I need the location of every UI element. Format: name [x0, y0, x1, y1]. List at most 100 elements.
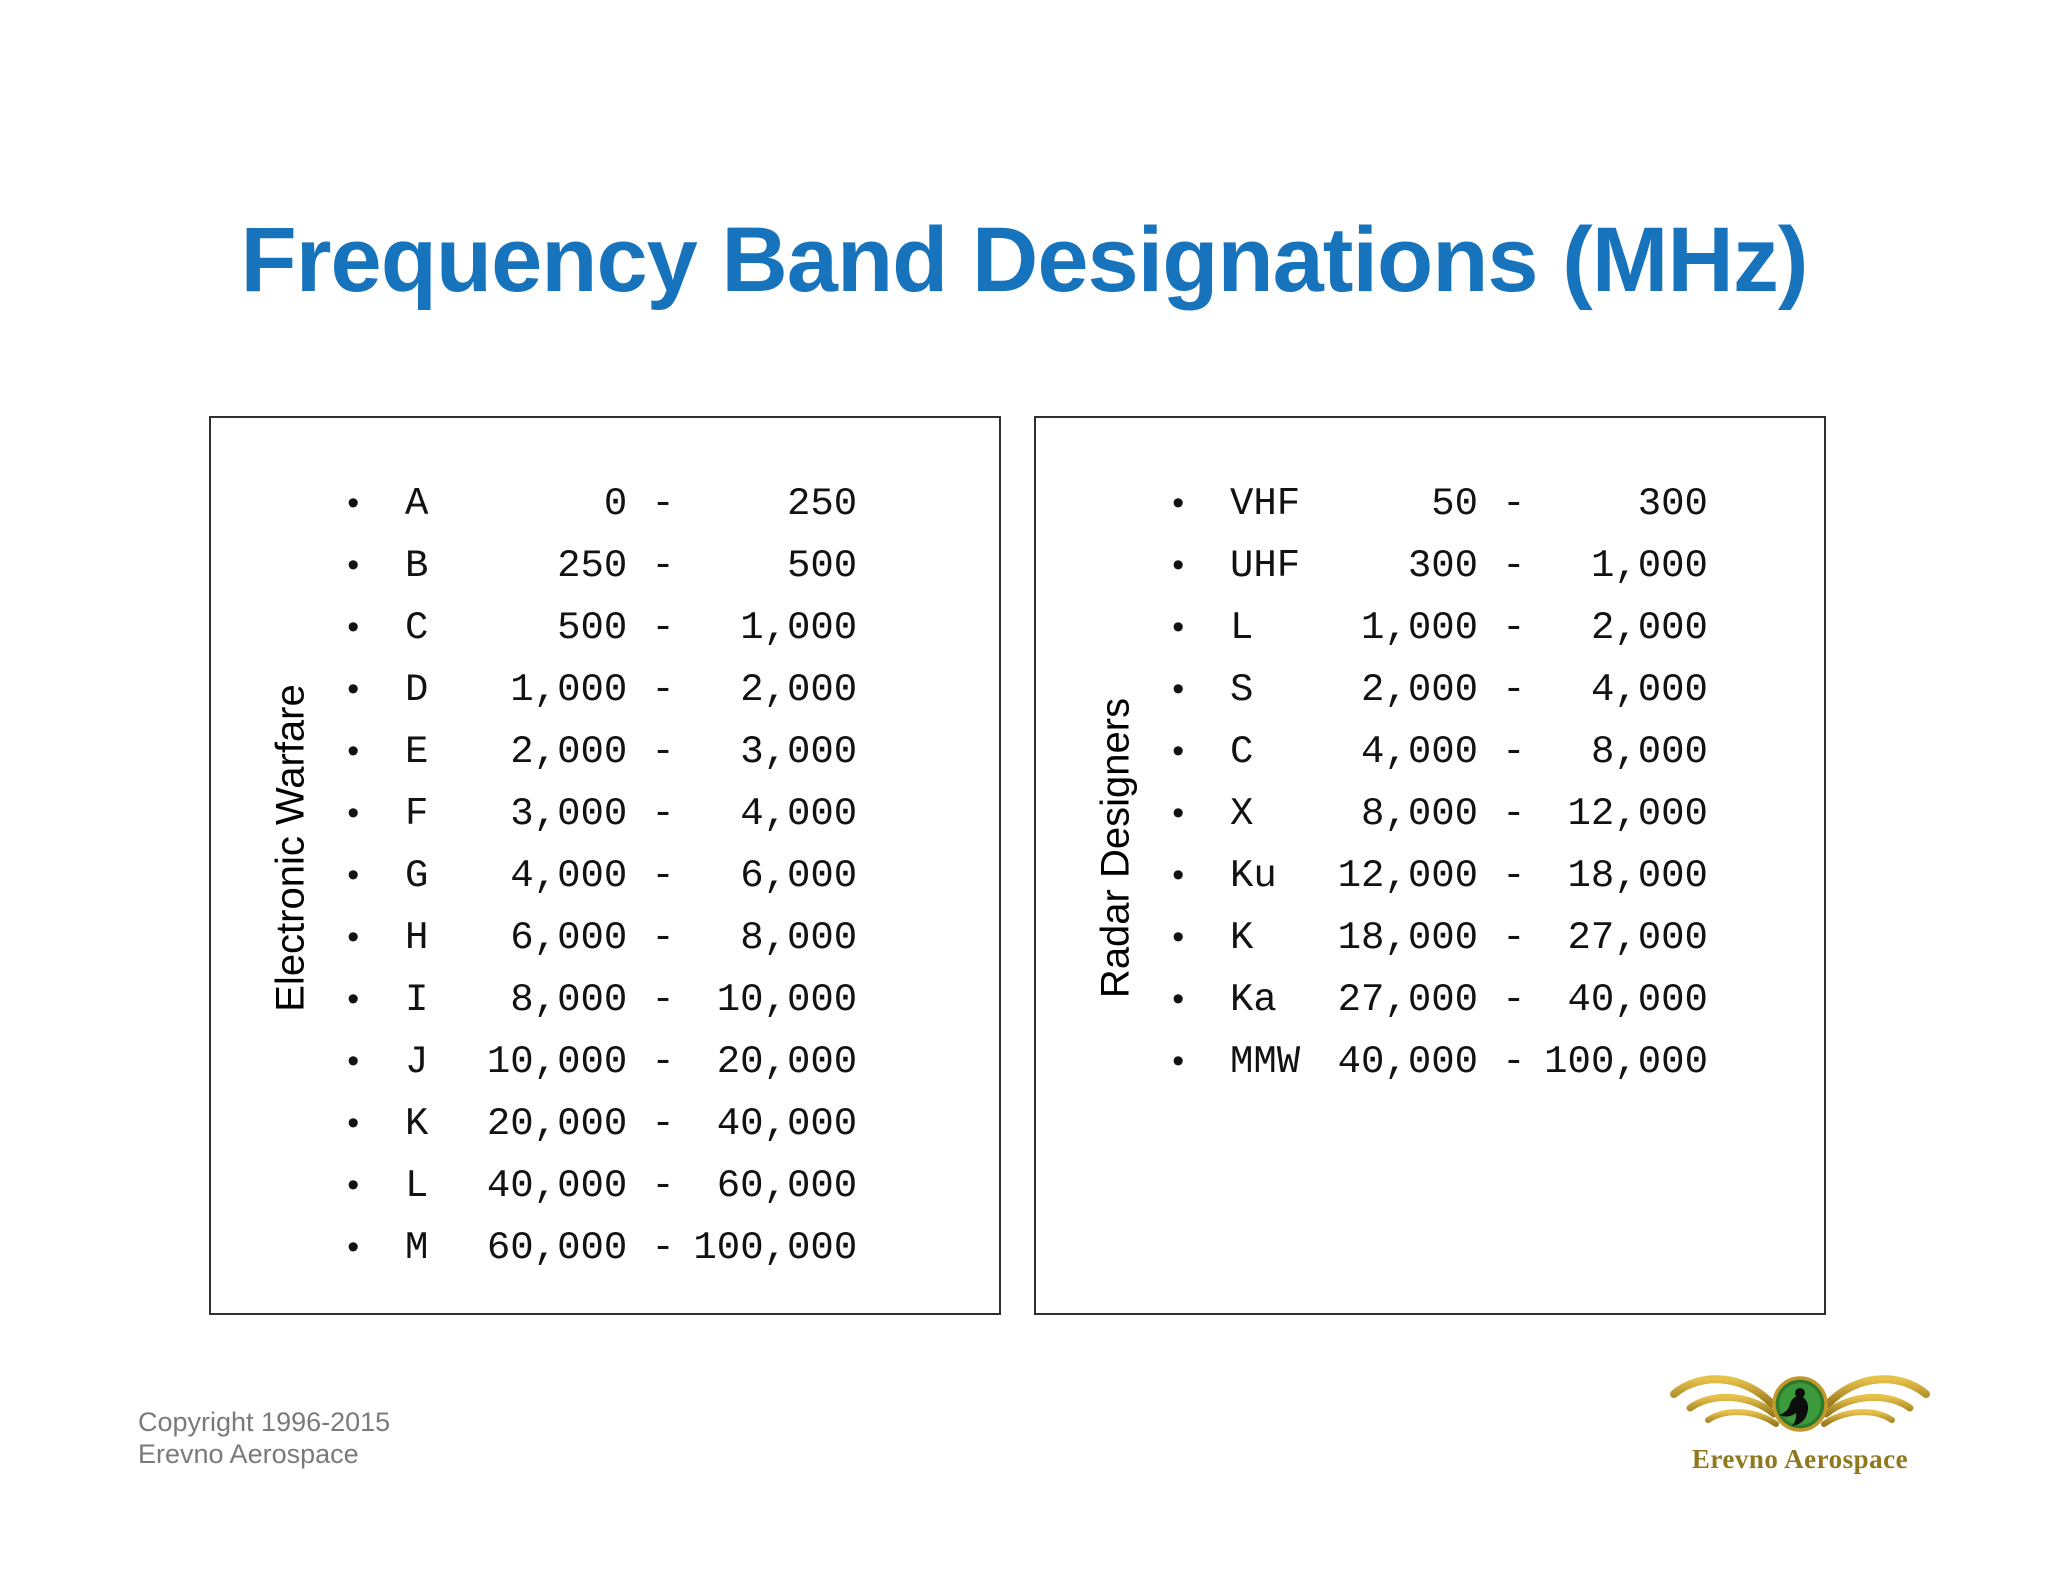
range-separator: -: [651, 978, 675, 1022]
range-separator: -: [651, 792, 675, 836]
radar-designers-label: Radar Designers: [1093, 697, 1138, 998]
band-row: • I 8,000-10,000: [343, 970, 999, 1032]
range-separator: -: [1502, 482, 1526, 526]
band-label: L: [405, 1164, 429, 1208]
range-separator: -: [651, 544, 675, 588]
band-label: E: [405, 730, 429, 774]
band-row: • H 6,000- 8,000: [343, 908, 999, 970]
bullet-icon: •: [1168, 797, 1189, 835]
band-label: L: [1230, 606, 1254, 650]
band-low: 27,000: [1337, 978, 1479, 1022]
bullet-icon: •: [343, 1045, 364, 1083]
copyright-line-1: Copyright 1996-2015: [138, 1407, 391, 1437]
band-low: 500: [557, 606, 628, 650]
band-low: 50: [1431, 482, 1479, 526]
band-label: F: [405, 792, 429, 836]
range-separator: -: [1502, 916, 1526, 960]
band-high: 18,000: [1567, 854, 1708, 898]
radar-designers-band-list: • VHF 50-300 • UHF 300-1,000 • L 1,000-2,000 • S 2,…: [1036, 418, 1824, 1094]
bullet-icon: •: [1168, 921, 1189, 959]
bullet-icon: •: [343, 983, 364, 1021]
band-high: 2,000: [740, 668, 858, 712]
band-low: 2,000: [1361, 668, 1479, 712]
band-high: 100,000: [1544, 1040, 1708, 1084]
band-high: 2,000: [1590, 606, 1708, 650]
band-label: X: [1230, 792, 1254, 836]
band-low: 12,000: [1337, 854, 1479, 898]
band-low: 60,000: [486, 1226, 628, 1270]
band-low: 40,000: [486, 1164, 628, 1208]
bullet-icon: •: [343, 1231, 364, 1269]
company-logo: Erevno Aerospace: [1668, 1364, 1932, 1475]
band-high: 6,000: [740, 854, 858, 898]
logo-bird-icon: [1779, 1388, 1809, 1426]
band-label: C: [405, 606, 429, 650]
band-row: • K 18,000-27,000: [1168, 908, 1824, 970]
range-separator: -: [1502, 1040, 1526, 1084]
bullet-icon: •: [1168, 487, 1189, 525]
band-label: K: [405, 1102, 429, 1146]
band-row: • L 1,000- 2,000: [1168, 598, 1824, 660]
band-row: • MMW 40,000-100,000: [1168, 1032, 1824, 1094]
band-low: 8,000: [510, 978, 628, 1022]
bullet-icon: •: [1168, 549, 1189, 587]
bullet-icon: •: [343, 487, 364, 525]
range-separator: -: [1502, 544, 1526, 588]
bullet-icon: •: [1168, 1045, 1189, 1083]
band-high: 60,000: [716, 1164, 858, 1208]
radar-designers-panel: Radar Designers • VHF 50-300 • UHF 300-1,000 •…: [1034, 416, 1826, 1315]
bullet-icon: •: [1168, 859, 1189, 897]
logo-text: Erevno Aerospace: [1691, 1444, 1909, 1474]
band-low: 4,000: [1361, 730, 1479, 774]
bullet-icon: •: [1168, 735, 1189, 773]
band-row: • K 20,000-40,000: [343, 1094, 999, 1156]
band-label: B: [405, 544, 429, 588]
electronic-warfare-panel: Electronic Warfare • A 0-250 • B 250-500 • C 500…: [209, 416, 1001, 1315]
band-row: • UHF 300- 1,000: [1168, 536, 1824, 598]
band-high: 27,000: [1567, 916, 1708, 960]
band-row: • C 4,000- 8,000: [1168, 722, 1824, 784]
band-row: • J 10,000-20,000: [343, 1032, 999, 1094]
band-high: 1,000: [1590, 544, 1708, 588]
band-row: • A 0- 250: [343, 474, 999, 536]
band-low: 1,000: [510, 668, 628, 712]
band-high: 250: [787, 482, 858, 526]
logo-wings-icon: [1670, 1375, 1930, 1432]
band-high: 8,000: [740, 916, 858, 960]
range-separator: -: [1502, 792, 1526, 836]
band-label: D: [405, 668, 429, 712]
band-high: 100,000: [693, 1226, 858, 1270]
band-label: C: [1230, 730, 1254, 774]
band-high: 500: [787, 544, 858, 588]
band-low: 2,000: [510, 730, 628, 774]
copyright: Copyright 1996-2015 Erevno Aerospace: [138, 1406, 390, 1471]
band-row: • L 40,000-60,000: [343, 1156, 999, 1218]
band-high: 300: [1637, 482, 1708, 526]
band-high: 1,000: [740, 606, 858, 650]
electronic-warfare-band-list: • A 0-250 • B 250-500 • C 500-1,000 • D 1,000-2,000…: [211, 418, 999, 1280]
band-high: 10,000: [716, 978, 858, 1022]
bullet-icon: •: [1168, 611, 1189, 649]
band-label: M: [405, 1226, 429, 1270]
band-label: Ku: [1230, 854, 1277, 898]
bullet-icon: •: [343, 921, 364, 959]
range-separator: -: [651, 1102, 675, 1146]
range-separator: -: [651, 606, 675, 650]
band-low: 1,000: [1361, 606, 1479, 650]
band-high: 40,000: [1567, 978, 1708, 1022]
bullet-icon: •: [343, 797, 364, 835]
band-low: 300: [1407, 544, 1479, 588]
range-separator: -: [651, 854, 675, 898]
band-row: • Ku 12,000-18,000: [1168, 846, 1824, 908]
band-low: 10,000: [486, 1040, 628, 1084]
band-high: 8,000: [1590, 730, 1708, 774]
band-row: • G 4,000- 6,000: [343, 846, 999, 908]
bullet-icon: •: [343, 549, 364, 587]
band-low: 8,000: [1361, 792, 1479, 836]
band-row: • B 250- 500: [343, 536, 999, 598]
page-title: Frequency Band Designations (MHz): [240, 209, 1809, 311]
band-low: 0: [603, 482, 628, 526]
range-separator: -: [651, 1164, 675, 1208]
range-separator: -: [651, 482, 675, 526]
